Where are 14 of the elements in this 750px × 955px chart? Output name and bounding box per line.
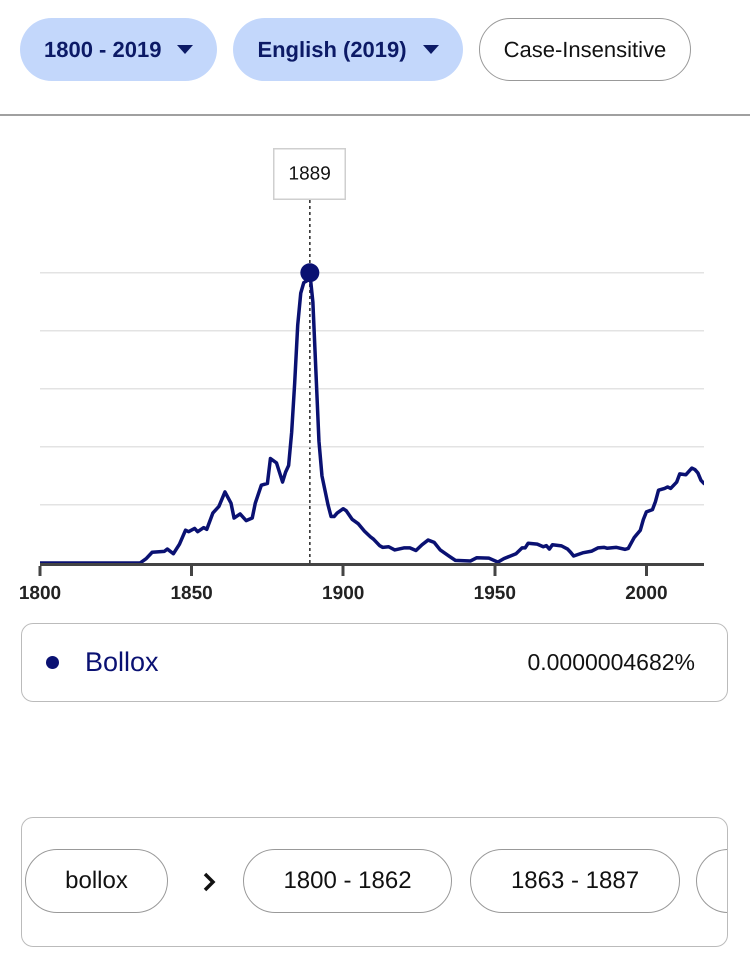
x-tick-label: 1800: [18, 582, 62, 604]
x-tick-label: 1850: [170, 582, 213, 604]
text: Case-Insensitive: [504, 36, 666, 62]
text: 0.0000004682%: [527, 649, 695, 676]
text: English (2019): [257, 36, 407, 62]
text: 1800 - 2019: [44, 36, 162, 62]
x-tick-label: 1900: [322, 582, 364, 604]
x-tick-label: 1950: [474, 582, 516, 604]
text: bollox: [65, 867, 128, 895]
ref-line-label: 1889: [288, 164, 331, 184]
text: 1863 - 1887: [510, 867, 640, 895]
x-tick-label: 2000: [625, 582, 668, 604]
legend-label: Bollox: [85, 647, 159, 678]
text: 1800 - 1862: [283, 867, 412, 895]
